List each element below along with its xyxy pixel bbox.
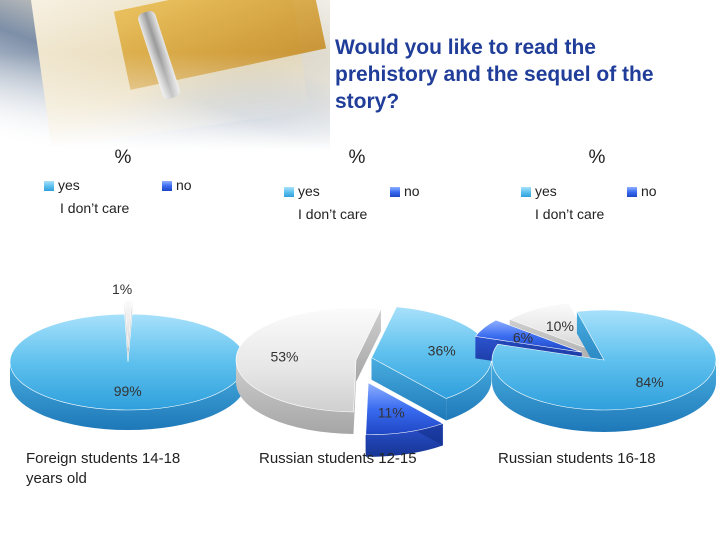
chart-legend: yes no I don’t care [284,183,420,222]
chart-caption: Foreign students 14-18 [26,450,180,467]
slice-top [235,307,382,413]
slice-top [365,382,444,436]
legend-label-no: no [404,183,420,199]
data-label-no: 11% [378,404,405,420]
data-label-yes: 99% [114,383,142,399]
slice-top [491,309,717,411]
background-photo [0,0,330,150]
pie-chart-3: % yes no I don’t care 10% 6% 84% Russian studen… [474,147,717,467]
legend-label-idc: I don’t care [298,206,367,222]
data-label-no: 6% [513,330,533,346]
pie-slice-yes [9,313,247,430]
slice-top [9,313,247,411]
legend-label-yes: yes [535,183,557,199]
chart-title: % [349,147,366,168]
legend-label-idc: I don’t care [60,200,129,216]
photo-fade [0,0,330,150]
pie-slice-no [365,382,444,457]
slice-face [356,309,381,382]
slice-top [508,302,597,353]
data-label-idc: 1% [112,281,132,297]
legend-swatch-yes [284,187,294,197]
data-label-idc: 10% [546,318,574,334]
legend-swatch-yes [44,181,54,191]
slice-side [446,357,492,421]
chart-caption: Russian students 12-15 [259,450,417,467]
slice-top [124,299,133,349]
pie-slice-yes [491,309,717,432]
slice-side [236,360,354,434]
pie-chart-2: % yes no I don’t care 36% 53% 11% Russian stude… [235,147,492,467]
pie-slice-idc [235,307,382,434]
legend-label-yes: yes [58,177,80,193]
pie-slice-yes [371,306,492,421]
chart-legend: yes no I don’t care [44,177,192,216]
legend-label-idc: I don’t care [535,206,604,222]
slice-face [371,357,447,421]
slice-side [492,360,716,432]
chart-caption: years old [26,470,87,487]
legend-label-no: no [176,177,192,193]
chart-title: % [589,147,606,168]
legend-swatch-yes [521,187,531,197]
legend-swatch-no [627,187,637,197]
legend-label-yes: yes [298,183,320,199]
slice-side [10,362,246,430]
legend-swatch-no [162,181,172,191]
data-label-yes: 84% [636,374,664,390]
legend-label-no: no [641,183,657,199]
legend-swatch-no [390,187,400,197]
data-label-yes: 36% [428,343,456,359]
chart-title: % [115,147,132,168]
data-label-idc: 53% [270,348,298,364]
slide-title: Would you like to read the prehistory an… [335,36,654,113]
chart-caption: Russian students 16-18 [498,450,656,467]
slice-top [474,319,582,353]
chart-legend: yes no I don’t care [521,183,657,222]
pie-chart-1: % yes no I don’t care 1% 99% Foreign students … [9,147,247,487]
